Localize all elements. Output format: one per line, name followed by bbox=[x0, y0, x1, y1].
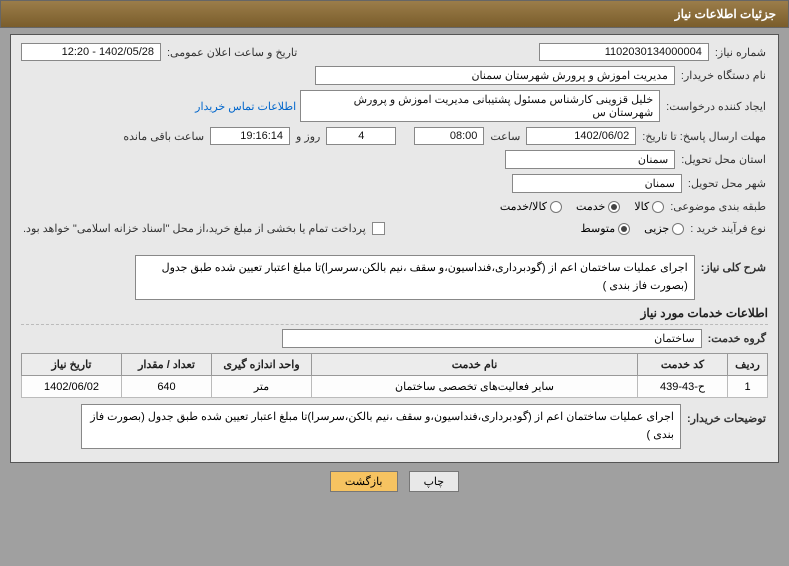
overview-text: اجرای عملیات ساختمان اعم از (گودبرداری،ف… bbox=[135, 255, 695, 300]
cell-date: 1402/06/02 bbox=[22, 376, 122, 398]
deadline-clock-field: 19:16:14 bbox=[210, 127, 290, 145]
cell-row: 1 bbox=[728, 376, 768, 398]
print-button[interactable]: چاپ bbox=[409, 471, 460, 492]
buyer-notes-label: توضیحات خریدار: bbox=[685, 404, 768, 427]
col-unit: واحد اندازه گیری bbox=[212, 354, 312, 376]
buttons-row: چاپ بازگشت bbox=[0, 471, 789, 492]
radio-minor-label: جزیی bbox=[644, 222, 669, 235]
page-title: جزئیات اطلاعات نیاز bbox=[675, 7, 776, 21]
delivery-province-label: استان محل تحویل: bbox=[679, 151, 768, 168]
buyer-notes-text: اجرای عملیات ساختمان اعم از (گودبرداری،ف… bbox=[81, 404, 681, 449]
cell-code: ح-43-439 bbox=[638, 376, 728, 398]
radio-medium[interactable]: متوسط bbox=[581, 222, 631, 235]
cell-unit: متر bbox=[212, 376, 312, 398]
subject-class-group: کالا خدمت کالا/خدمت bbox=[500, 200, 664, 213]
deadline-days-field: 4 bbox=[326, 127, 396, 145]
back-button[interactable]: بازگشت bbox=[330, 471, 398, 492]
payment-note-label: پرداخت تمام یا بخشی از مبلغ خرید،از محل … bbox=[21, 220, 368, 237]
buyer-contact-link[interactable]: اطلاعات تماس خریدار bbox=[195, 100, 296, 113]
cell-name: سایر فعالیت‌های تخصصی ساختمان bbox=[312, 376, 638, 398]
services-section-title: اطلاعات خدمات مورد نیاز bbox=[21, 306, 768, 325]
radio-goods-label: کالا bbox=[634, 200, 649, 213]
col-name: نام خدمت bbox=[312, 354, 638, 376]
col-date: تاریخ نیاز bbox=[22, 354, 122, 376]
page-header: جزئیات اطلاعات نیاز bbox=[0, 0, 789, 28]
table-row: 1 ح-43-439 سایر فعالیت‌های تخصصی ساختمان… bbox=[22, 376, 768, 398]
col-row: ردیف bbox=[728, 354, 768, 376]
table-header-row: ردیف کد خدمت نام خدمت واحد اندازه گیری ت… bbox=[22, 354, 768, 376]
service-group-label: گروه خدمت: bbox=[706, 330, 768, 347]
delivery-province-field: سمنان bbox=[505, 150, 675, 169]
subject-class-label: طبقه بندی موضوعی: bbox=[668, 198, 768, 215]
radio-minor[interactable]: جزیی bbox=[644, 222, 684, 235]
overview-label: شرح کلی نیاز: bbox=[699, 255, 768, 276]
purchase-type-group: جزیی متوسط bbox=[581, 222, 685, 235]
requester-label: ایجاد کننده درخواست: bbox=[664, 98, 768, 115]
radio-service-label: خدمت bbox=[576, 200, 605, 213]
payment-checkbox[interactable] bbox=[372, 222, 385, 235]
cell-qty: 640 bbox=[122, 376, 212, 398]
col-qty: تعداد / مقدار bbox=[122, 354, 212, 376]
radio-service[interactable]: خدمت bbox=[576, 200, 620, 213]
form-panel: شماره نیاز: 1102030134000004 تاریخ و ساع… bbox=[10, 34, 779, 463]
announce-datetime-field: 1402/05/28 - 12:20 bbox=[21, 43, 161, 61]
deadline-label: مهلت ارسال پاسخ: تا تاریخ: bbox=[640, 128, 768, 145]
buyer-org-label: نام دستگاه خریدار: bbox=[679, 67, 768, 84]
announce-datetime-label: تاریخ و ساعت اعلان عمومی: bbox=[165, 44, 299, 61]
deadline-days-label: روز و bbox=[294, 128, 322, 145]
purchase-type-label: نوع فرآیند خرید : bbox=[688, 220, 768, 237]
delivery-city-label: شهر محل تحویل: bbox=[686, 175, 768, 192]
need-number-label: شماره نیاز: bbox=[713, 44, 768, 61]
col-code: کد خدمت bbox=[638, 354, 728, 376]
need-number-field: 1102030134000004 bbox=[539, 43, 709, 61]
radio-both-label: کالا/خدمت bbox=[500, 200, 547, 213]
radio-medium-label: متوسط bbox=[581, 222, 616, 235]
services-table: ردیف کد خدمت نام خدمت واحد اندازه گیری ت… bbox=[21, 353, 768, 398]
deadline-time-label: ساعت bbox=[488, 128, 522, 145]
radio-goods[interactable]: کالا bbox=[634, 200, 664, 213]
radio-both[interactable]: کالا/خدمت bbox=[500, 200, 562, 213]
deadline-remain-label: ساعت باقی مانده bbox=[121, 128, 206, 145]
buyer-org-field: مدیریت اموزش و پرورش شهرستان سمنان bbox=[315, 66, 675, 85]
delivery-city-field: سمنان bbox=[512, 174, 682, 193]
service-group-field: ساختمان bbox=[282, 329, 702, 348]
requester-field: خلیل قزوینی کارشناس مسئول پشتیبانی مدیری… bbox=[300, 90, 660, 122]
deadline-date-field: 1402/06/02 bbox=[526, 127, 636, 145]
deadline-time-field: 08:00 bbox=[414, 127, 484, 145]
